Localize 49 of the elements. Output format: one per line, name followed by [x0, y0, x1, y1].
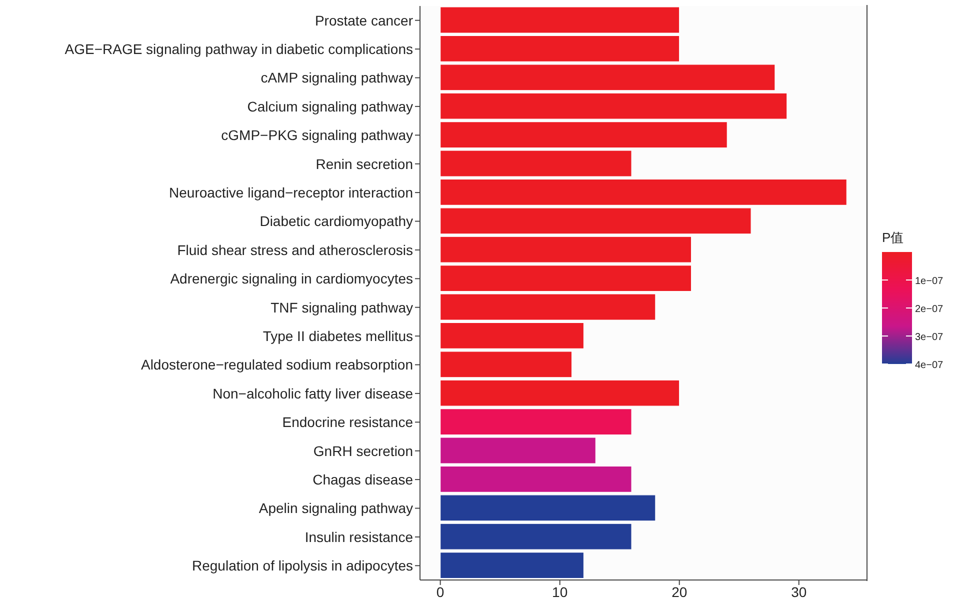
y-tick-label: Neuroactive ligand−receptor interaction	[169, 184, 413, 201]
y-tick-label: AGE−RAGE signaling pathway in diabetic complications	[64, 41, 413, 58]
bar	[440, 380, 680, 406]
bar	[440, 322, 584, 349]
y-tick-label: Insulin resistance	[304, 528, 414, 545]
color-bar-title: P值	[882, 230, 904, 245]
y-tick-label: Prostate cancer	[314, 12, 414, 28]
bar	[440, 92, 788, 120]
bar	[440, 150, 632, 177]
bar	[440, 466, 632, 492]
y-tick-label: Regulation of lipolysis in adipocytes	[192, 558, 413, 574]
bar	[440, 122, 728, 148]
bar	[440, 494, 656, 522]
y-tick-label: Type II diabetes mellitus	[262, 328, 413, 344]
bar	[440, 294, 656, 320]
x-tick-label: 20	[672, 584, 688, 600]
y-tick-label: cGMP−PKG signaling pathway	[221, 127, 413, 144]
bar	[440, 208, 752, 234]
bar	[440, 523, 632, 550]
y-tick-label: Fluid shear stress and atherosclerosis	[177, 242, 413, 258]
y-tick-label: Endocrine resistance	[282, 414, 414, 430]
color-bar-label: 1e−07	[915, 276, 944, 287]
y-tick-label: Non−alcoholic fatty liver disease	[212, 385, 414, 402]
x-tick-label: 10	[552, 584, 568, 600]
y-tick-label: cAMP signaling pathway	[260, 70, 413, 86]
y-tick-label: Adrenergic signaling in cardiomyocytes	[170, 270, 413, 287]
y-tick-label: Diabetic cardiomyopathy	[260, 213, 413, 230]
bar	[440, 408, 632, 436]
x-tick-label: 30	[791, 584, 807, 600]
y-tick-label: Aldosterone−regulated sodium reabsorption	[140, 356, 413, 373]
bar	[440, 236, 692, 263]
bar	[440, 64, 776, 91]
y-tick-label: GnRH secretion	[313, 442, 413, 459]
bar	[440, 35, 680, 62]
bar	[440, 6, 680, 34]
color-bar-label: 3e−07	[915, 332, 944, 343]
y-tick-label: Calcium signaling pathway	[247, 98, 413, 114]
bar	[440, 265, 692, 292]
y-tick-label: Apelin signaling pathway	[258, 500, 413, 516]
y-tick-label: Chagas disease	[312, 472, 414, 488]
bar	[440, 552, 584, 579]
bar	[440, 178, 847, 206]
y-tick-label: TNF signaling pathway	[270, 299, 413, 316]
x-tick-label: 0	[436, 584, 444, 600]
bar	[440, 437, 596, 464]
y-tick-label: Renin secretion	[316, 156, 413, 172]
bar	[440, 351, 572, 378]
color-bar-label: 4e−07	[915, 360, 944, 371]
color-bar-label: 2e−07	[915, 304, 944, 315]
